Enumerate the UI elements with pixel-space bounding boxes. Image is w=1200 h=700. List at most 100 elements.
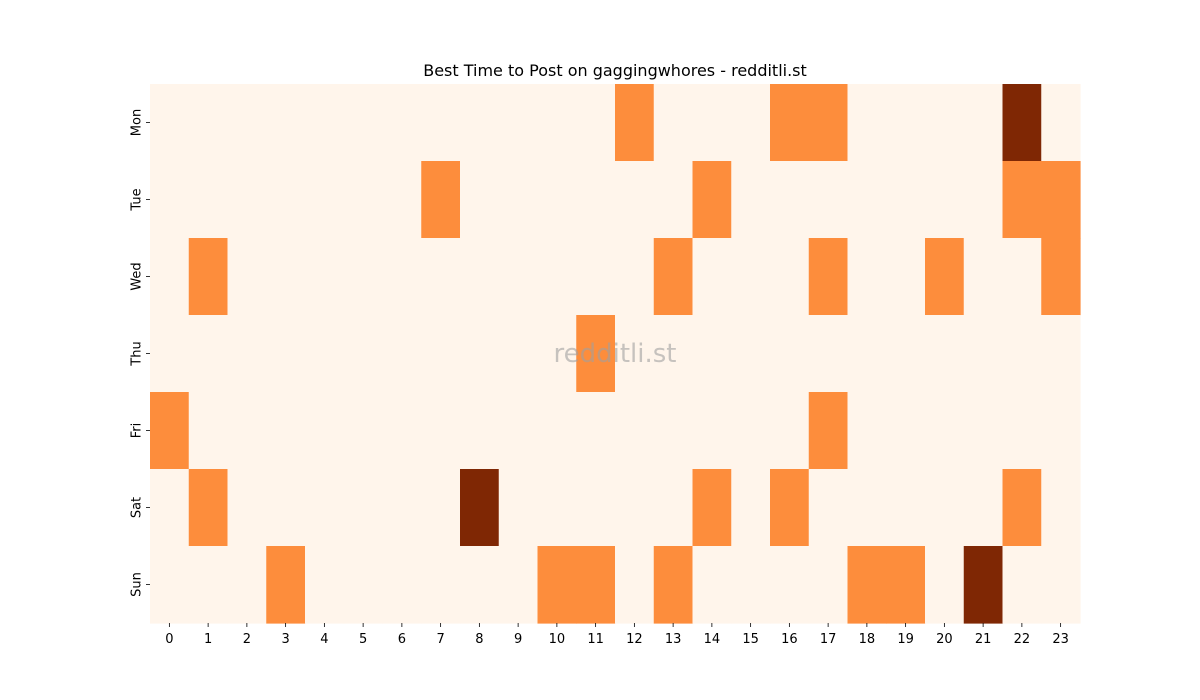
heatmap-cell <box>808 469 849 547</box>
heatmap-cell <box>576 469 616 547</box>
heatmap-cell <box>886 469 926 547</box>
x-tick-label: 17 <box>820 632 837 647</box>
heatmap-cell <box>382 161 422 239</box>
heatmap-cell <box>770 84 810 162</box>
heatmap-cell <box>150 238 190 316</box>
heatmap-cell <box>343 469 384 547</box>
heatmap-cell <box>847 315 887 393</box>
heatmap-cell <box>382 84 422 162</box>
heatmap-cell <box>653 238 694 316</box>
x-tick-label: 15 <box>742 632 759 647</box>
heatmap-cell <box>1002 161 1042 239</box>
x-tick-label: 6 <box>398 632 406 647</box>
heatmap-cell <box>808 315 849 393</box>
y-tick-label: Thu <box>130 341 145 366</box>
watermark: redditli.st <box>554 339 677 369</box>
heatmap-cell <box>537 238 577 316</box>
heatmap-cells <box>150 84 1081 624</box>
heatmap-cell <box>537 84 577 162</box>
heatmap-cell <box>188 546 229 624</box>
heatmap-cell <box>963 469 1004 547</box>
heatmap-cell <box>421 161 461 239</box>
heatmap-cell <box>421 315 461 393</box>
heatmap-cell <box>266 469 306 547</box>
heatmap-cell <box>305 392 345 470</box>
heatmap-cell <box>847 84 887 162</box>
heatmap-cell <box>1041 84 1081 162</box>
heatmap-cell <box>731 161 771 239</box>
heatmap-cell <box>653 315 694 393</box>
heatmap-cell <box>150 84 190 162</box>
heatmap-cell <box>615 161 655 239</box>
heatmap-cell <box>886 315 926 393</box>
heatmap-cell <box>1002 84 1042 162</box>
x-tick-label: 2 <box>243 632 251 647</box>
heatmap-cell <box>460 238 500 316</box>
heatmap-cell <box>692 161 732 239</box>
heatmap-cell <box>343 161 384 239</box>
heatmap-cell <box>305 238 345 316</box>
heatmap-cell <box>963 84 1004 162</box>
heatmap-cell <box>266 546 306 624</box>
heatmap-cell <box>343 315 384 393</box>
heatmap-cell <box>963 392 1004 470</box>
heatmap-cell <box>227 161 267 239</box>
heatmap-cell <box>770 392 810 470</box>
heatmap-cell <box>925 315 965 393</box>
heatmap-cell <box>963 315 1004 393</box>
heatmap-cell <box>227 315 267 393</box>
heatmap-cell <box>498 546 539 624</box>
x-tick-label: 4 <box>320 632 328 647</box>
heatmap-cell <box>925 546 965 624</box>
heatmap-cell <box>188 315 229 393</box>
heatmap-cell <box>886 392 926 470</box>
heatmap-cell <box>150 161 190 239</box>
heatmap-cell <box>188 469 229 547</box>
heatmap-cell <box>188 238 229 316</box>
heatmap-cell <box>1041 161 1081 239</box>
heatmap-cell <box>305 84 345 162</box>
heatmap-cell <box>498 84 539 162</box>
heatmap-cell <box>576 315 616 393</box>
heatmap-cell <box>576 84 616 162</box>
x-tick-label: 23 <box>1052 632 1069 647</box>
heatmap-cell <box>382 238 422 316</box>
heatmap-cell <box>847 238 887 316</box>
x-tick-label: 14 <box>704 632 721 647</box>
y-tick-label: Sat <box>130 497 145 518</box>
x-axis: 0 1 2 3 4 5 6 7 8 9 10 11 12 13 14 15 16 17 18 19 20 21 22 23 <box>165 623 1069 647</box>
heatmap-cell <box>886 84 926 162</box>
heatmap-cell <box>731 315 771 393</box>
heatmap-cell <box>382 546 422 624</box>
chart-title: Best Time to Post on gaggingwhores - red… <box>423 61 807 80</box>
heatmap-cell <box>847 392 887 470</box>
heatmap-cell <box>1041 546 1081 624</box>
heatmap-cell <box>808 84 849 162</box>
heatmap-cell <box>343 238 384 316</box>
heatmap-cell <box>460 161 500 239</box>
heatmap-cell <box>421 469 461 547</box>
heatmap-cell <box>1002 392 1042 470</box>
heatmap-cell <box>460 315 500 393</box>
heatmap-cell <box>886 161 926 239</box>
heatmap-cell <box>227 392 267 470</box>
heatmap-cell <box>1041 392 1081 470</box>
heatmap-cell <box>266 161 306 239</box>
heatmap-cell <box>653 469 694 547</box>
heatmap-cell <box>305 315 345 393</box>
heatmap-cell <box>421 238 461 316</box>
heatmap-cell <box>808 238 849 316</box>
heatmap-cell <box>305 469 345 547</box>
heatmap-cell <box>1041 315 1081 393</box>
heatmap-cell <box>537 315 577 393</box>
heatmap-cell <box>692 546 732 624</box>
heatmap-cell <box>1002 546 1042 624</box>
heatmap-cell <box>305 546 345 624</box>
heatmap-cell <box>615 238 655 316</box>
heatmap-cell <box>498 315 539 393</box>
heatmap-cell <box>421 546 461 624</box>
x-tick-label: 7 <box>436 632 444 647</box>
heatmap-cell <box>615 84 655 162</box>
